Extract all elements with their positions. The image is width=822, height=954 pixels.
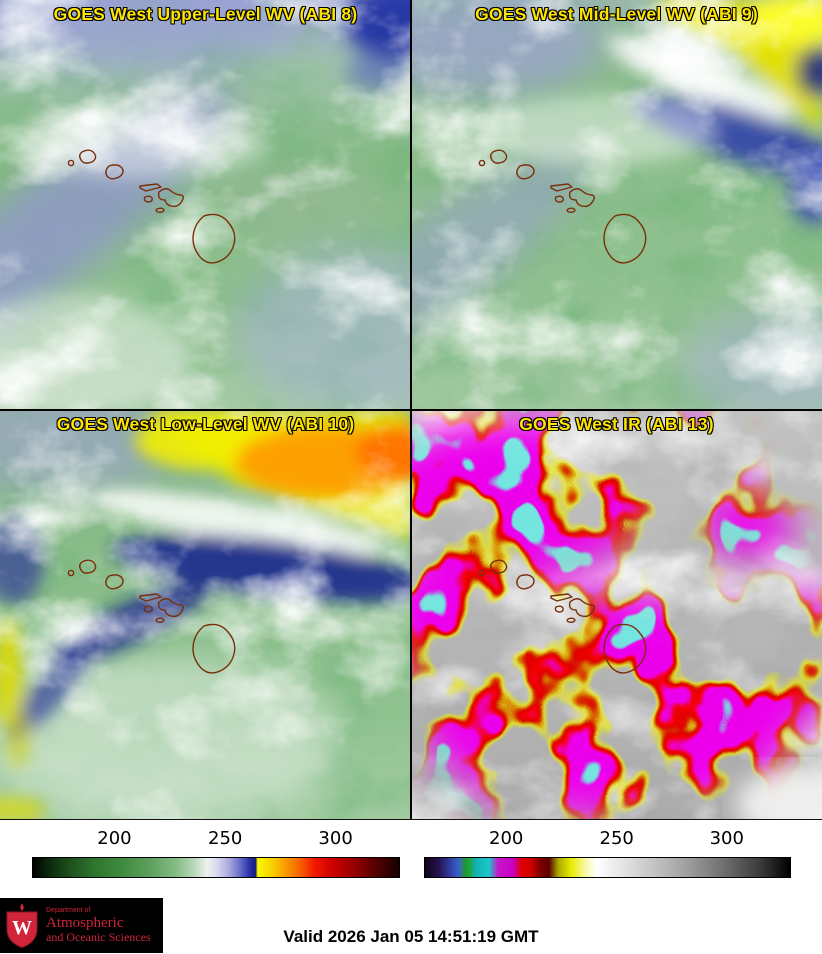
panel-divider-horizontal bbox=[0, 409, 822, 411]
logo-line-department: Department of bbox=[46, 907, 91, 915]
uw-aos-logo: W Department of Atmospheric and Oceanic … bbox=[0, 898, 163, 953]
wv-tick-labels: 200 250 300 bbox=[32, 820, 400, 856]
logo-line-atmospheric: Atmospheric bbox=[46, 914, 124, 931]
ir-tick-300: 300 bbox=[709, 828, 744, 849]
colorbar-water-vapor: 200 250 300 bbox=[32, 820, 400, 896]
panel-bottom-edge bbox=[0, 819, 822, 820]
footer: W Department of Atmospheric and Oceanic … bbox=[0, 896, 822, 954]
crest-letter: W bbox=[12, 917, 32, 939]
ir-tick-labels: 200 250 300 bbox=[424, 820, 791, 856]
ir-imagery bbox=[411, 410, 822, 820]
ir-tick-200: 200 bbox=[489, 828, 524, 849]
logo-text: Department of Atmospheric and Oceanic Sc… bbox=[46, 907, 151, 944]
panel-upper-wv-abi8: GOES West Upper-Level WV (ABI 8) bbox=[0, 0, 411, 410]
panel-mid-wv-abi9: GOES West Mid-Level WV (ABI 9) bbox=[411, 0, 822, 410]
low-wv-imagery bbox=[0, 410, 411, 820]
panel-title-upper-wv: GOES West Upper-Level WV (ABI 8) bbox=[53, 4, 358, 24]
logo-line-oceanic: and Oceanic Sciences bbox=[46, 929, 151, 944]
colorbar-row: 200 250 300 200 250 300 bbox=[0, 820, 822, 896]
panel-title-low-wv: GOES West Low-Level WV (ABI 10) bbox=[56, 414, 355, 434]
wv-tick-200: 200 bbox=[97, 828, 132, 849]
mid-wv-imagery bbox=[411, 0, 822, 410]
valid-time-label: Valid 2026 Jan 05 14:51:19 GMT bbox=[283, 927, 539, 946]
wv-tick-250: 250 bbox=[208, 828, 243, 849]
panel-grid: GOES West Upper-Level WV (ABI 8) bbox=[0, 0, 822, 820]
upper-wv-imagery bbox=[0, 0, 411, 410]
wv-colorbar-gradient bbox=[32, 857, 400, 878]
ir-colorbar-gradient bbox=[424, 857, 791, 878]
panel-title-mid-wv: GOES West Mid-Level WV (ABI 9) bbox=[475, 4, 758, 24]
uw-crest-icon: W bbox=[6, 903, 38, 948]
wv-tick-300: 300 bbox=[318, 828, 353, 849]
panel-ir-abi13: GOES West IR (ABI 13) bbox=[411, 410, 822, 820]
colorbar-infrared: 200 250 300 bbox=[424, 820, 791, 896]
ir-tick-250: 250 bbox=[599, 828, 634, 849]
panel-title-ir: GOES West IR (ABI 13) bbox=[519, 414, 714, 434]
panel-low-wv-abi10: GOES West Low-Level WV (ABI 10) bbox=[0, 410, 411, 820]
